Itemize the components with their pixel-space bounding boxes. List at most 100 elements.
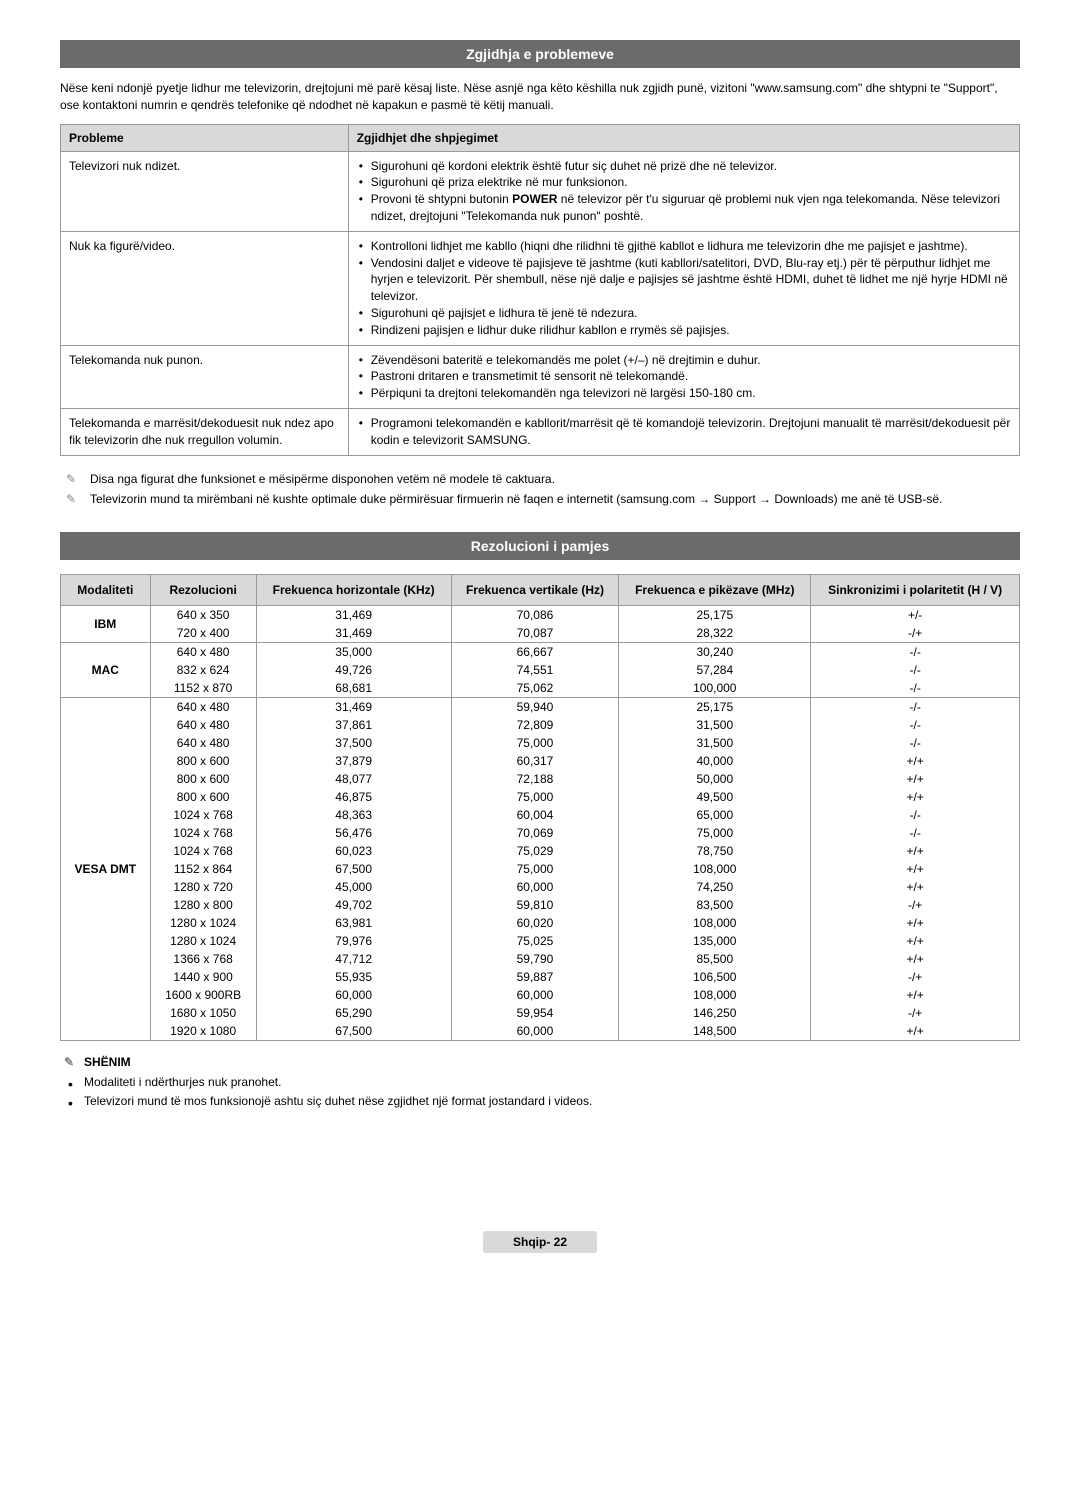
res-cell: +/+ (811, 950, 1020, 968)
res-cell: 108,000 (619, 860, 811, 878)
problem-cell: Telekomanda e marrësit/dekoduesit nuk nd… (61, 408, 349, 455)
res-cell: 49,726 (256, 661, 451, 679)
res-cell: 60,000 (256, 986, 451, 1004)
res-cell: 75,000 (451, 860, 619, 878)
res-cell: 70,069 (451, 824, 619, 842)
res-cell: 60,000 (451, 878, 619, 896)
res-cell: 720 x 400 (150, 624, 256, 643)
res-cell: +/+ (811, 860, 1020, 878)
res-cell: 40,000 (619, 752, 811, 770)
res-cell: +/+ (811, 752, 1020, 770)
res-cell: 1024 x 768 (150, 806, 256, 824)
res-cell: 106,500 (619, 968, 811, 986)
section-header-problems: Zgjidhja e problemeve (60, 40, 1020, 68)
shenim-item: Modaliteti i ndërthurjes nuk pranohet. (60, 1073, 1020, 1092)
mode-cell: MAC (61, 642, 151, 697)
solution-item: Programoni telekomandën e kabllorit/marr… (357, 415, 1011, 449)
res-cell: -/- (811, 661, 1020, 679)
res-th-vfreq: Frekuenca vertikale (Hz) (451, 574, 619, 605)
res-cell: 30,240 (619, 642, 811, 661)
section-header-resolution: Rezolucioni i pamjes (60, 532, 1020, 560)
res-cell: 70,086 (451, 605, 619, 624)
res-cell: 146,250 (619, 1004, 811, 1022)
problem-cell: Telekomanda nuk punon. (61, 345, 349, 408)
res-cell: 59,810 (451, 896, 619, 914)
solution-cell: Kontrolloni lidhjet me kabllo (hiqni dhe… (348, 231, 1019, 345)
res-cell: 100,000 (619, 679, 811, 698)
res-cell: 37,500 (256, 734, 451, 752)
res-cell: -/+ (811, 1004, 1020, 1022)
res-cell: 65,290 (256, 1004, 451, 1022)
res-cell: 78,750 (619, 842, 811, 860)
problem-cell: Nuk ka figurë/video. (61, 231, 349, 345)
res-cell: 135,000 (619, 932, 811, 950)
solution-item: Sigurohuni që kordoni elektrik është fut… (357, 158, 1011, 175)
res-th-sync: Sinkronizimi i polaritetit (H / V) (811, 574, 1020, 605)
res-cell: 60,317 (451, 752, 619, 770)
res-cell: 65,000 (619, 806, 811, 824)
problem-header-col1: Probleme (61, 124, 349, 151)
res-cell: 108,000 (619, 914, 811, 932)
note-item: Disa nga figurat dhe funksionet e mësipë… (60, 470, 1020, 488)
res-cell: 31,469 (256, 624, 451, 643)
res-cell: 75,025 (451, 932, 619, 950)
res-cell: 1600 x 900RB (150, 986, 256, 1004)
res-cell: 1280 x 1024 (150, 914, 256, 932)
res-cell: 1680 x 1050 (150, 1004, 256, 1022)
notes-list: Disa nga figurat dhe funksionet e mësipë… (60, 470, 1020, 508)
res-cell: 72,188 (451, 770, 619, 788)
res-cell: +/+ (811, 770, 1020, 788)
solution-item: Sigurohuni që pajisjet e lidhura të jenë… (357, 305, 1011, 322)
solution-cell: Programoni telekomandën e kabllorit/marr… (348, 408, 1019, 455)
res-cell: 1366 x 768 (150, 950, 256, 968)
res-cell: 31,469 (256, 605, 451, 624)
res-cell: 800 x 600 (150, 788, 256, 806)
res-th-resolution: Rezolucioni (150, 574, 256, 605)
res-cell: 59,954 (451, 1004, 619, 1022)
page-number: Shqip- 22 (483, 1231, 597, 1253)
res-cell: 37,861 (256, 716, 451, 734)
solution-item: Provoni të shtypni butonin POWER në tele… (357, 191, 1011, 225)
page-footer: Shqip- 22 (60, 1231, 1020, 1253)
res-cell: 59,940 (451, 697, 619, 716)
res-cell: 60,020 (451, 914, 619, 932)
res-cell: 35,000 (256, 642, 451, 661)
res-cell: 46,875 (256, 788, 451, 806)
res-cell: 59,887 (451, 968, 619, 986)
res-cell: 60,000 (451, 986, 619, 1004)
res-cell: 60,000 (451, 1022, 619, 1041)
mode-cell: VESA DMT (61, 697, 151, 1040)
res-cell: 74,551 (451, 661, 619, 679)
res-cell: 1024 x 768 (150, 842, 256, 860)
res-cell: +/+ (811, 932, 1020, 950)
solution-item: Sigurohuni që priza elektrike në mur fun… (357, 174, 1011, 191)
res-cell: 640 x 480 (150, 642, 256, 661)
res-cell: 148,500 (619, 1022, 811, 1041)
res-cell: 60,023 (256, 842, 451, 860)
intro-text: Nëse keni ndonjë pyetje lidhur me televi… (60, 80, 1020, 114)
res-cell: 48,077 (256, 770, 451, 788)
note-item: Televizorin mund ta mirëmbani në kushte … (60, 490, 1020, 508)
res-cell: 75,062 (451, 679, 619, 698)
res-cell: 50,000 (619, 770, 811, 788)
solution-item: Pastroni dritaren e transmetimit të sens… (357, 368, 1011, 385)
res-cell: 832 x 624 (150, 661, 256, 679)
res-cell: -/- (811, 716, 1020, 734)
res-cell: 70,087 (451, 624, 619, 643)
res-cell: 25,175 (619, 697, 811, 716)
res-cell: -/- (811, 824, 1020, 842)
res-cell: 49,500 (619, 788, 811, 806)
res-cell: -/- (811, 697, 1020, 716)
res-th-pixfreq: Frekuenca e pikëzave (MHz) (619, 574, 811, 605)
res-cell: 1280 x 720 (150, 878, 256, 896)
solution-item: Përpiquni ta drejtoni telekomandën nga t… (357, 385, 1011, 402)
solution-cell: Sigurohuni që kordoni elektrik është fut… (348, 151, 1019, 231)
res-cell: 1440 x 900 (150, 968, 256, 986)
res-cell: 67,500 (256, 1022, 451, 1041)
res-cell: 67,500 (256, 860, 451, 878)
res-cell: 800 x 600 (150, 770, 256, 788)
res-cell: +/+ (811, 1022, 1020, 1041)
res-cell: 45,000 (256, 878, 451, 896)
res-cell: 1280 x 800 (150, 896, 256, 914)
res-cell: 1152 x 864 (150, 860, 256, 878)
